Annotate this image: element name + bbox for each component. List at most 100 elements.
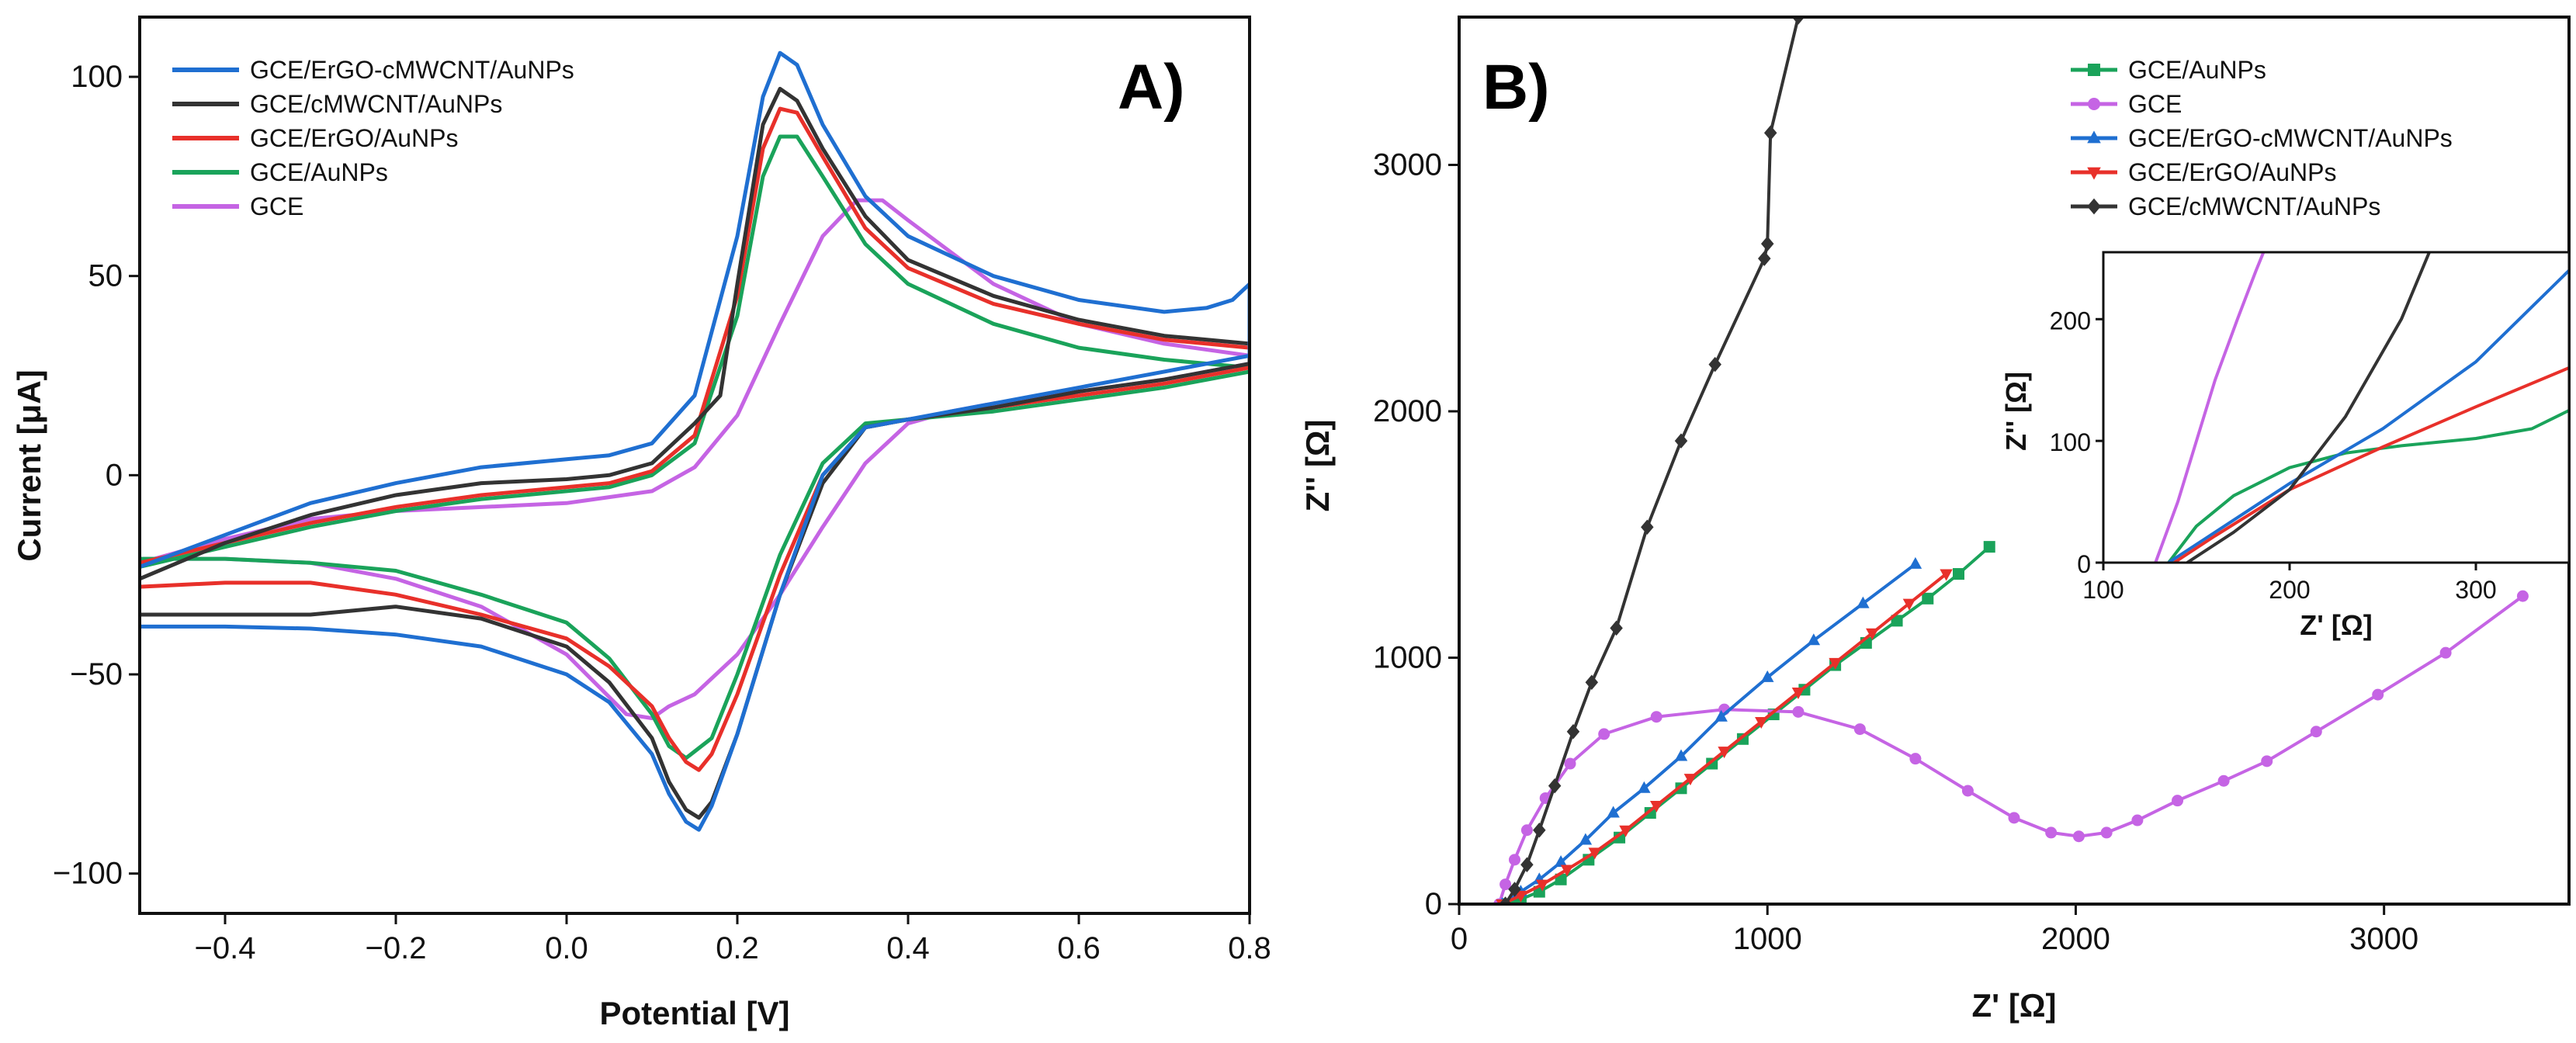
eis-point-gce-ergo-aunps — [1902, 598, 1916, 611]
eis-point-gce-ergo-aunps — [1514, 890, 1527, 903]
panel-a-y-axis-label: Current [μA] — [11, 369, 47, 561]
panel-b-letter: B) — [1482, 52, 1550, 123]
eis-point-gce-cmwcnt-aunps — [1791, 17, 1805, 25]
eis-point-gce-cmwcnt-aunps — [1758, 251, 1771, 266]
eis-point-gce — [1961, 785, 1974, 797]
cv-curve-gce-cmwcnt-aunps — [140, 86, 1250, 820]
eis-point-gce — [1499, 878, 1512, 891]
eis-point-gce-ergo-aunps — [1791, 687, 1805, 699]
panel-b-x-tick-label: 3000 — [2349, 922, 2418, 956]
eis-point-gce-ergo-cmwcnt-aunps — [1909, 556, 1922, 569]
panel-a-cyclic-voltammetry: −0.4 −0.2 0.0 0.2 0.4 0.6 0.8 −100 −50 0 50 100 Pot… — [11, 16, 1271, 1031]
eis-line-gce-aunps — [1504, 546, 1991, 904]
panel-b-x-tick-label: 1000 — [1733, 922, 1802, 956]
inset-x-tick-label: 200 — [2269, 576, 2310, 604]
panel-b-y-tick-label: 3000 — [1373, 148, 1442, 182]
panel-b-x-axis-label: Z' [Ω] — [1972, 987, 2057, 1024]
inset-y-tick-label: 0 — [2077, 550, 2091, 578]
panel-b-y-tick-label: 0 — [1425, 887, 1442, 921]
eis-point-gce-aunps — [1614, 831, 1626, 844]
eis-line-gce-ergo-cmwcnt-aunps — [1501, 563, 1917, 904]
eis-point-gce-cmwcnt-aunps — [1641, 519, 1654, 535]
panel-b-legend-label: GCE/ErGO-cMWCNT/AuNPs — [2128, 124, 2453, 152]
eis-point-gce — [1509, 854, 1520, 866]
panel-a-legend-label: GCE/cMWCNT/AuNPs — [250, 90, 502, 118]
inset-y-tick-label: 100 — [2050, 428, 2091, 456]
eis-point-gce — [1792, 705, 1805, 718]
eis-point-gce — [1909, 753, 1922, 765]
eis-point-gce-cmwcnt-aunps — [1548, 778, 1562, 794]
eis-point-gce — [2261, 755, 2273, 768]
panel-b-y-tick-label: 2000 — [1373, 394, 1442, 428]
eis-point-gce-ergo-aunps — [1940, 569, 1953, 581]
panel-a-frame — [138, 16, 1251, 915]
eis-point-gce-cmwcnt-aunps — [1708, 356, 1721, 372]
panel-b-legend: GCE/AuNPs GCE GCE/ErGO-cMWCNT/AuNPs GCE/ErG… — [2071, 56, 2453, 220]
inset-y-axis-label: Z'' [Ω] — [2000, 372, 2032, 451]
inset-curve-gce-cmwcnt-aunps — [2186, 252, 2431, 563]
eis-point-gce-ergo-aunps — [1560, 865, 1574, 877]
eis-point-gce-ergo-cmwcnt-aunps — [1674, 749, 1688, 761]
panel-a-y-tick-label: 0 — [106, 458, 123, 492]
panel-a-x-tick-label: 0.4 — [886, 931, 930, 965]
eis-point-gce-cmwcnt-aunps — [1763, 125, 1777, 140]
panel-a-x-tick-label: 0.6 — [1057, 931, 1101, 965]
panel-b-legend-marker-gce — [2088, 98, 2100, 110]
eis-point-gce — [2372, 688, 2384, 701]
eis-point-gce-ergo-cmwcnt-aunps — [1760, 670, 1774, 682]
eis-point-gce — [2072, 830, 2085, 843]
eis-point-gce-cmwcnt-aunps — [1610, 620, 1623, 636]
panel-a-plot-area — [140, 50, 1250, 832]
panel-b-legend-marker-gce-cmwcnt-aunps — [2087, 198, 2101, 215]
eis-point-gce-ergo-aunps — [1683, 774, 1697, 786]
eis-point-gce-ergo-aunps — [1755, 717, 1768, 729]
eis-point-gce-cmwcnt-aunps — [1520, 857, 1534, 872]
inset-curve-gce-ergo-cmwcnt-aunps — [2167, 269, 2569, 563]
eis-point-gce-cmwcnt-aunps — [1674, 433, 1688, 449]
eis-point-gce-ergo-aunps — [1649, 801, 1663, 813]
eis-point-gce-cmwcnt-aunps — [1533, 823, 1546, 838]
panel-a-legend-label: GCE/ErGO-cMWCNT/AuNPs — [250, 56, 574, 84]
panel-a-legend-label: GCE — [250, 192, 303, 220]
panel-b-legend-label: GCE/AuNPs — [2128, 56, 2266, 84]
inset-plot-area — [2154, 252, 2569, 563]
panel-b-plot-area — [1493, 17, 2529, 904]
eis-point-gce — [1650, 711, 1662, 723]
panel-b-legend-marker-gce-aunps — [2088, 64, 2100, 76]
inset-curve-gce-ergo-aunps — [2173, 366, 2569, 563]
cv-curve-gce-ergo-aunps — [140, 106, 1250, 772]
eis-point-gce — [1564, 757, 1576, 770]
eis-point-gce — [2100, 826, 2113, 839]
eis-point-gce — [2045, 826, 2058, 839]
panel-a-ticks: −0.4 −0.2 0.0 0.2 0.4 0.6 0.8 −100 −50 0 50 100 — [53, 60, 1271, 965]
eis-point-gce-cmwcnt-aunps — [1499, 896, 1512, 904]
eis-point-gce-ergo-cmwcnt-aunps — [1579, 833, 1593, 845]
eis-point-gce — [2172, 795, 2184, 807]
cv-curve-gce-aunps — [140, 134, 1250, 761]
eis-point-gce-ergo-cmwcnt-aunps — [1714, 709, 1728, 722]
eis-point-gce-ergo-aunps — [1536, 879, 1549, 892]
panel-a-y-tick-label: 100 — [71, 60, 123, 94]
eis-point-gce-aunps — [1953, 568, 1964, 580]
eis-point-gce-aunps — [1891, 615, 1903, 627]
eis-point-gce — [2217, 774, 2230, 787]
panel-b-x-tick-label: 2000 — [2041, 922, 2110, 956]
inset-x-axis-label: Z' [Ω] — [2300, 609, 2372, 641]
panel-a-legend: GCE/ErGO-cMWCNT/AuNPs GCE/cMWCNT/AuNPs GCE… — [172, 56, 574, 220]
eis-point-gce-cmwcnt-aunps — [1566, 724, 1580, 740]
inset-frame — [2102, 251, 2571, 564]
eis-point-gce-cmwcnt-aunps — [1585, 674, 1599, 690]
panel-a-legend-label: GCE/AuNPs — [250, 158, 388, 186]
inset-background — [2103, 252, 2569, 563]
panel-b-legend-marker-gce-ergo-cmwcnt-aunps — [2087, 130, 2101, 144]
eis-point-gce-aunps — [1983, 541, 1995, 553]
panel-a-x-tick-label: 0.8 — [1228, 931, 1271, 965]
cv-curve-gce — [140, 198, 1250, 720]
panel-a-x-tick-label: 0.0 — [545, 931, 588, 965]
eis-point-gce-cmwcnt-aunps — [1760, 236, 1774, 251]
eis-point-gce-ergo-cmwcnt-aunps — [1857, 596, 1870, 608]
panel-a-legend-label: GCE/ErGO/AuNPs — [250, 124, 459, 152]
